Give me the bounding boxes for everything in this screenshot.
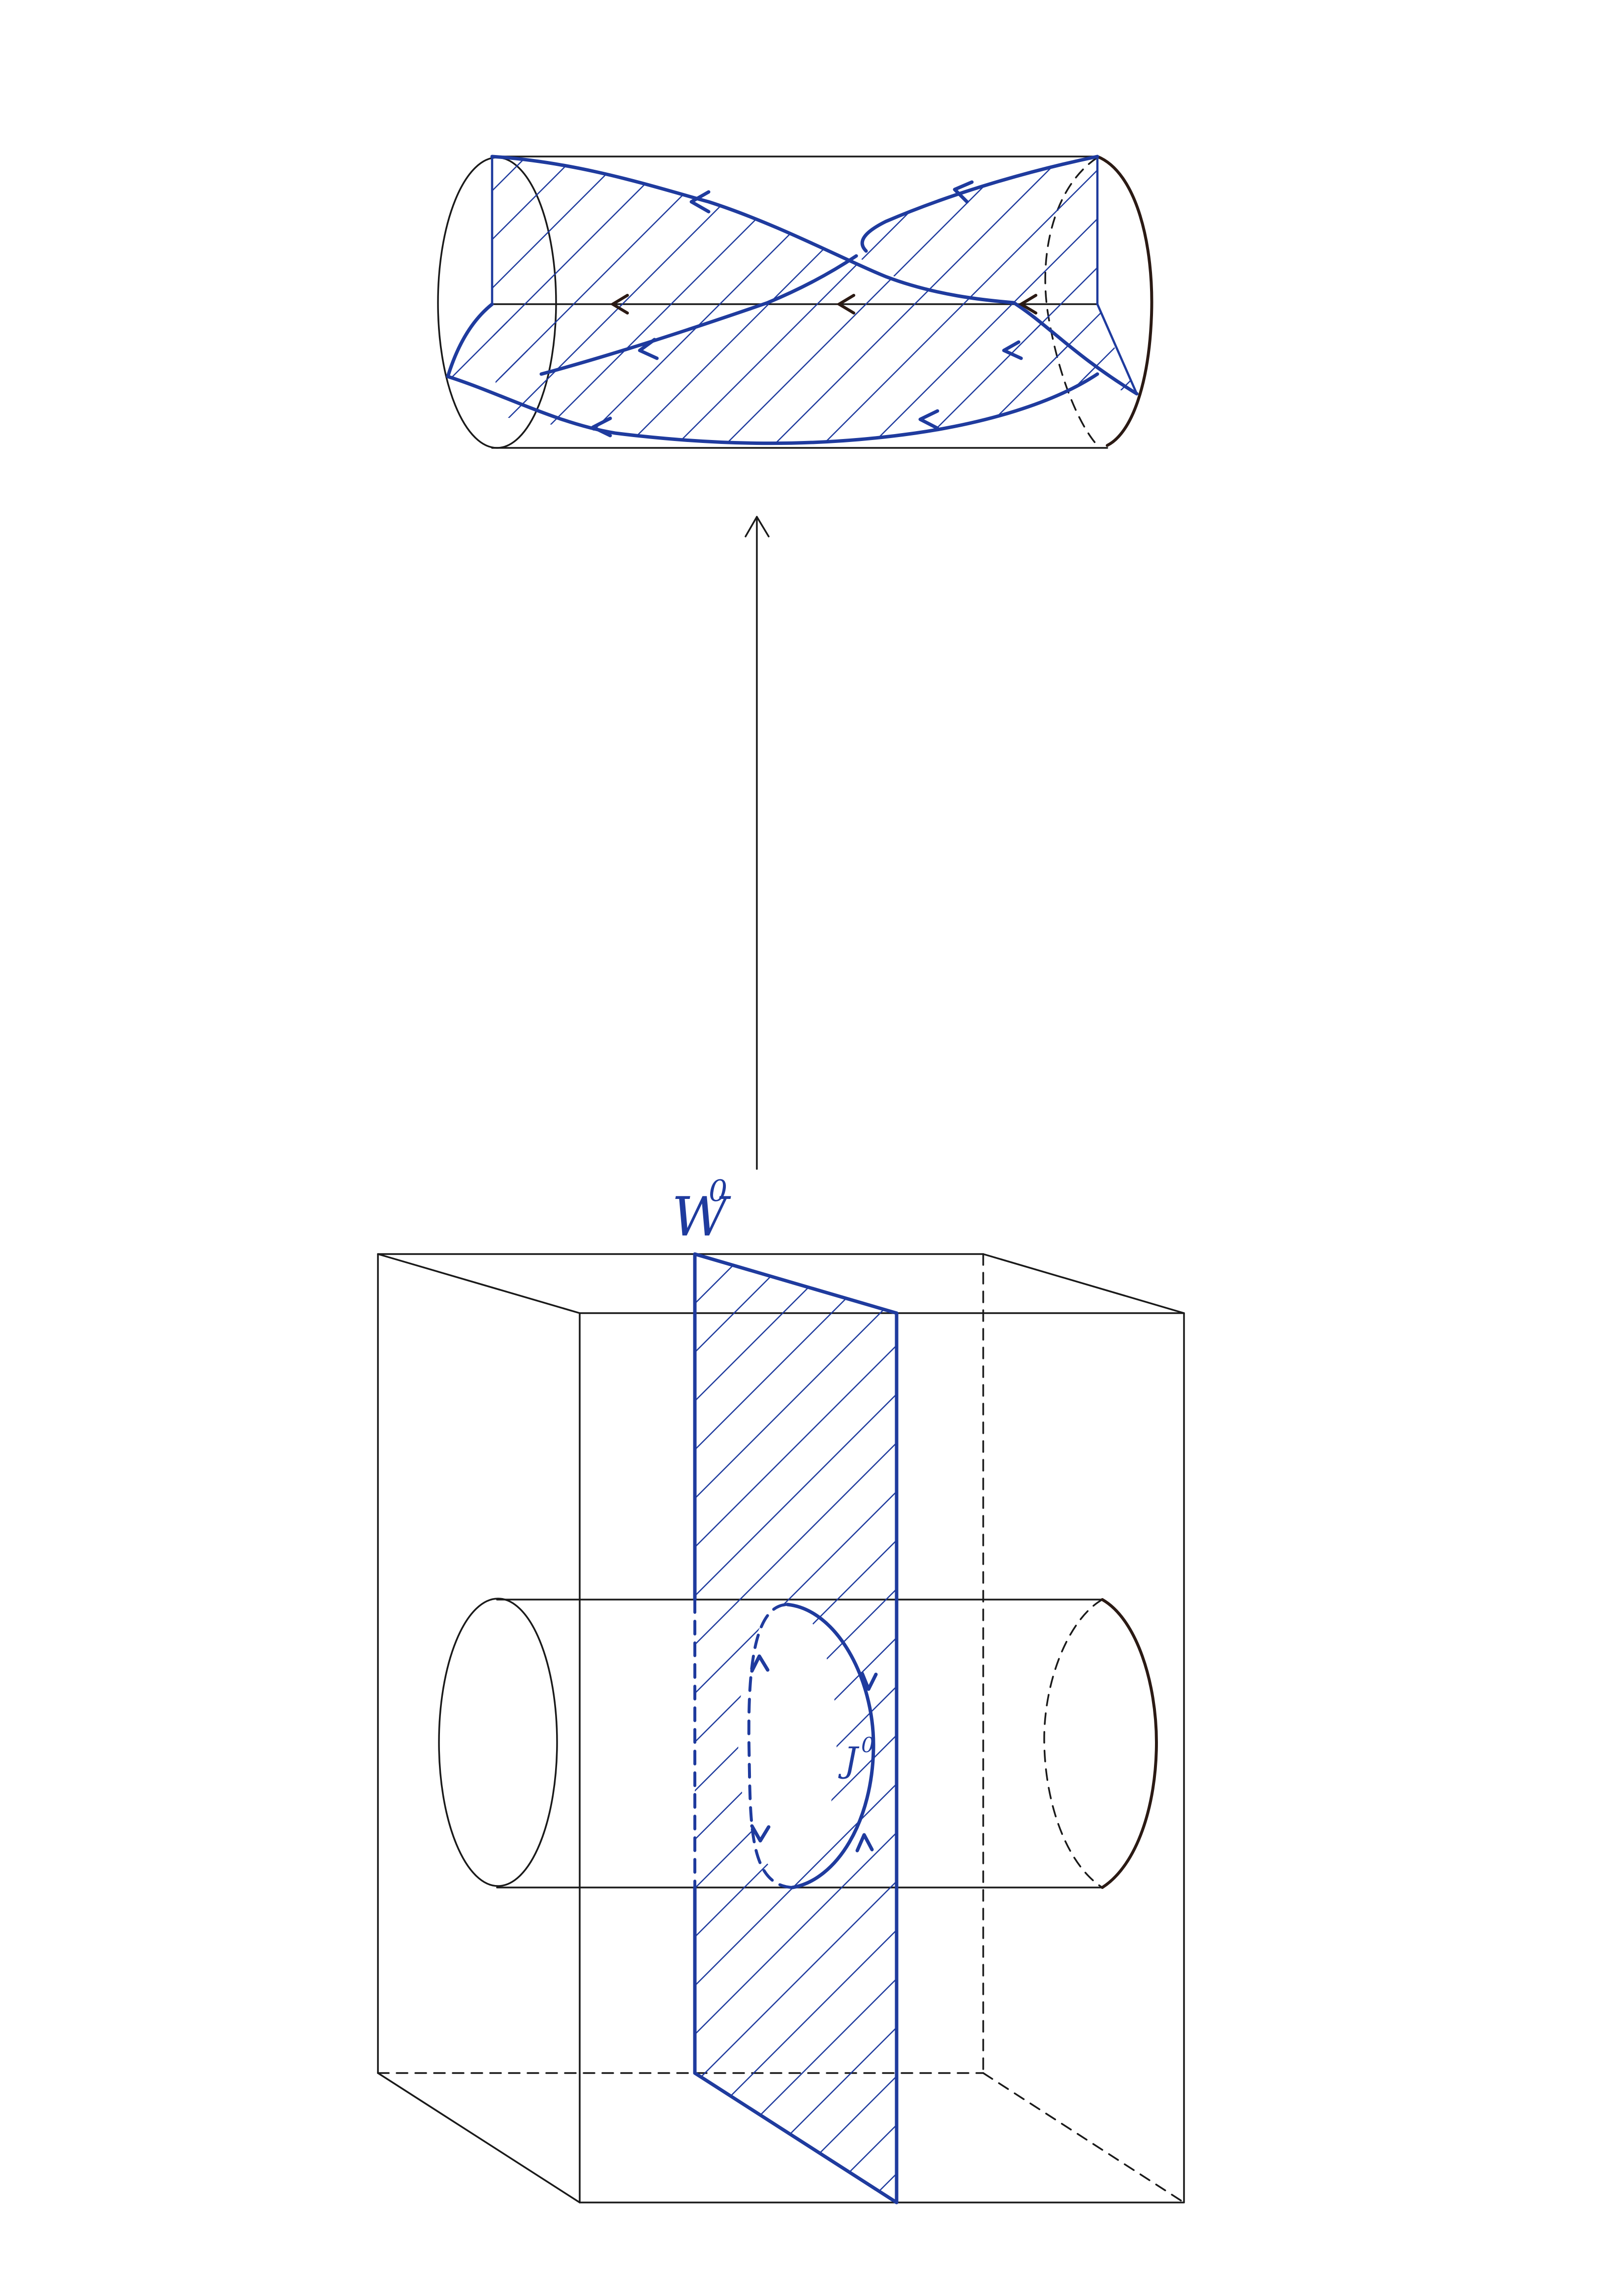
surface-index: 0	[709, 1174, 727, 1208]
box	[377, 1253, 1185, 2203]
loop-index: 0	[861, 1733, 874, 1757]
tunnel-cylinder	[438, 1598, 1158, 1889]
twisted-band	[446, 155, 1139, 445]
surface-label: W 0	[672, 1174, 731, 1248]
map-arrow	[745, 516, 770, 1170]
orientation-arrows-top	[591, 180, 1037, 438]
boundary-loop	[747, 1603, 878, 1889]
slab-surface	[693, 1252, 899, 2204]
surface-letter: W	[672, 1185, 731, 1248]
